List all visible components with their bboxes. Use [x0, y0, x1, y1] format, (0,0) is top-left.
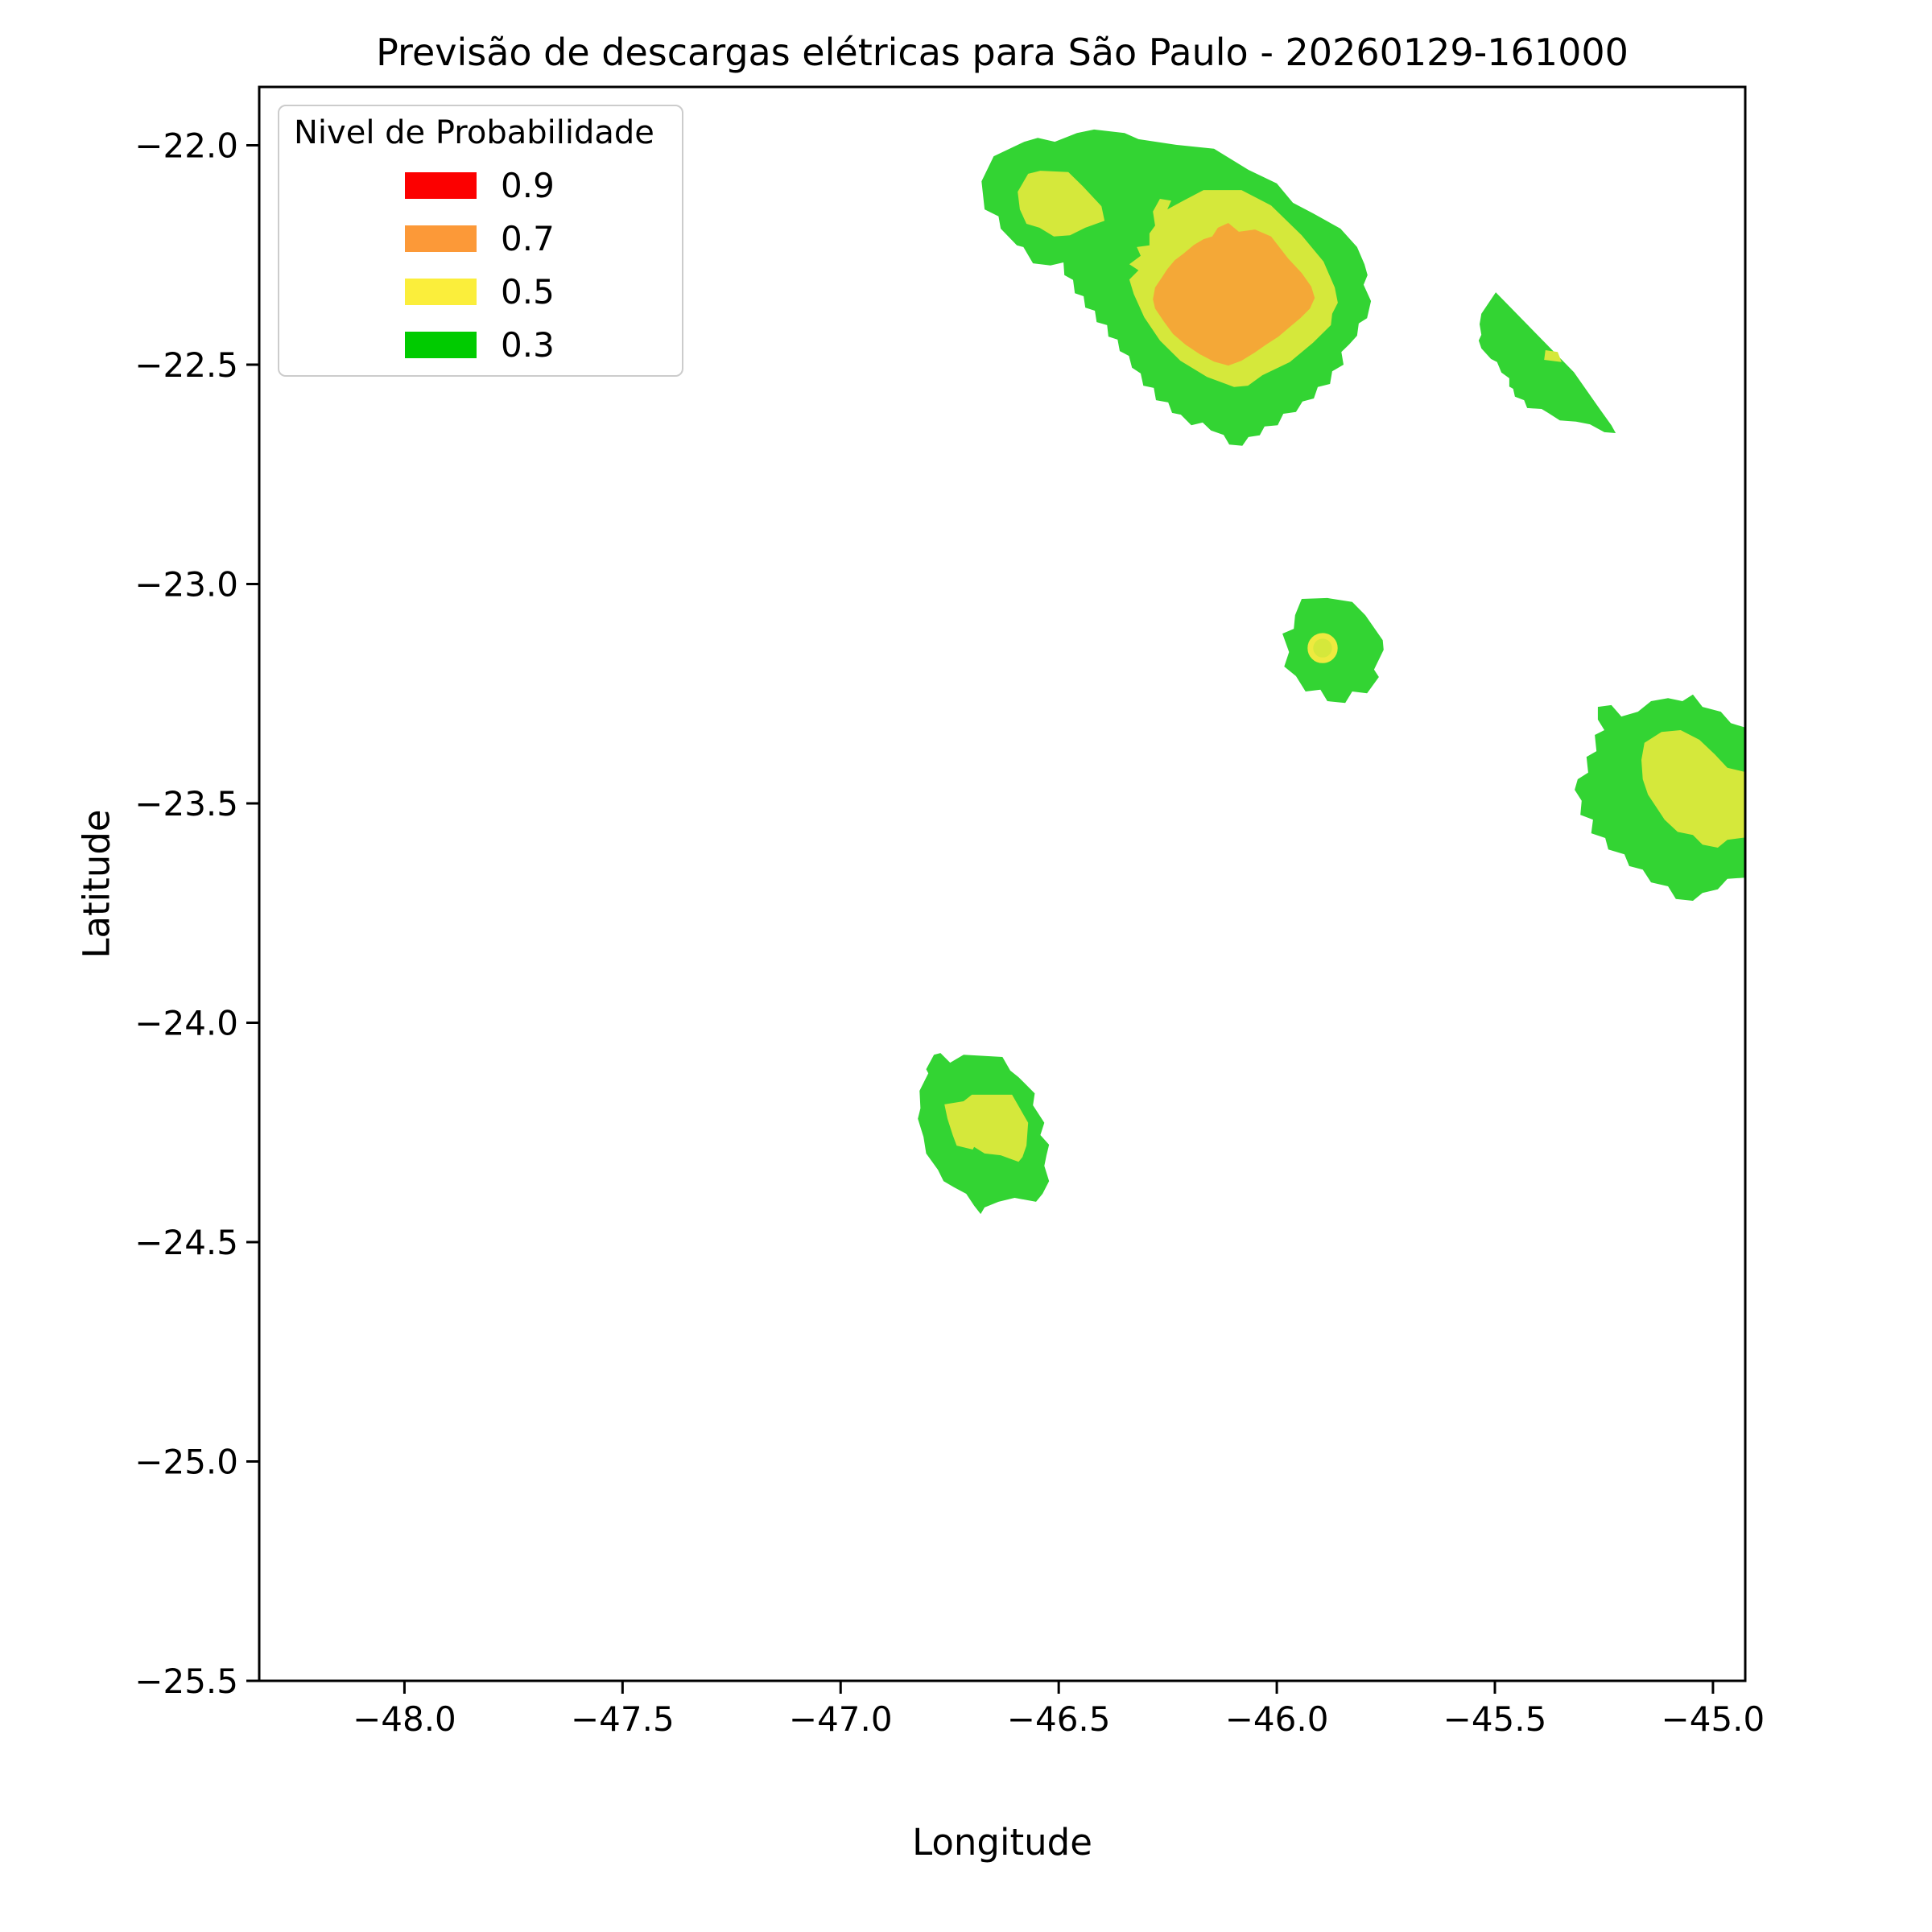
- legend-rows: 0.9 0.7 0.5 0.3: [405, 159, 682, 371]
- contour-region-small-cell-yellow-dot: [1307, 633, 1338, 663]
- y-tick-label: −25.5: [134, 1662, 238, 1701]
- legend-entry-label: 0.7: [501, 218, 555, 258]
- contour-region-main-storm-orange-core: [1153, 223, 1315, 366]
- y-tick-label: −22.0: [134, 126, 238, 165]
- legend-swatch-0.9: [405, 171, 477, 199]
- x-tick-label: −45.0: [1662, 1699, 1765, 1739]
- y-tick-label: −24.5: [134, 1223, 238, 1262]
- legend-entry: 0.9: [405, 159, 682, 212]
- contour-region-main-storm-northwest-yellow-patch: [1018, 171, 1105, 237]
- contour-region-northeast-streak-green: [1478, 292, 1616, 433]
- y-tick-label: −23.5: [134, 784, 238, 824]
- legend-entry: 0.3: [405, 318, 682, 371]
- legend-entry: 0.5: [405, 265, 682, 318]
- contour-layers: [918, 129, 1745, 1215]
- legend-entry-label: 0.9: [501, 165, 555, 205]
- legend-swatch-0.3: [405, 331, 477, 358]
- legend-entry: 0.7: [405, 212, 682, 265]
- x-tick-label: −47.0: [789, 1699, 893, 1739]
- legend-entry-label: 0.5: [501, 271, 555, 312]
- legend-swatch-0.7: [405, 225, 477, 252]
- legend-entry-label: 0.3: [501, 324, 555, 365]
- legend-swatch-0.5: [405, 278, 477, 305]
- contour-region-southwest-cell-yellow: [944, 1094, 1029, 1162]
- contour-region-east-edge-yellow: [1641, 730, 1745, 848]
- x-tick-label: −46.5: [1007, 1699, 1111, 1739]
- x-tick-label: −48.0: [353, 1699, 456, 1739]
- x-axis-label: Longitude: [912, 1821, 1092, 1864]
- y-tick-label: −24.0: [134, 1003, 238, 1042]
- plot-frame: [258, 85, 1747, 1682]
- legend: Nivel de Probabilidade 0.9 0.7 0.5 0.3: [278, 105, 683, 377]
- contour-region-northeast-streak-yellow-speck: [1544, 350, 1562, 362]
- x-tick-label: −47.5: [571, 1699, 675, 1739]
- y-tick-label: −23.0: [134, 564, 238, 604]
- chart-title: Previsão de descargas elétricas para São…: [376, 31, 1629, 74]
- legend-title: Nivel de Probabilidade: [294, 114, 654, 151]
- y-tick-label: −25.0: [134, 1442, 238, 1481]
- x-tick-label: −45.5: [1443, 1699, 1547, 1739]
- x-tick-label: −46.0: [1225, 1699, 1329, 1739]
- y-tick-label: −22.5: [134, 345, 238, 385]
